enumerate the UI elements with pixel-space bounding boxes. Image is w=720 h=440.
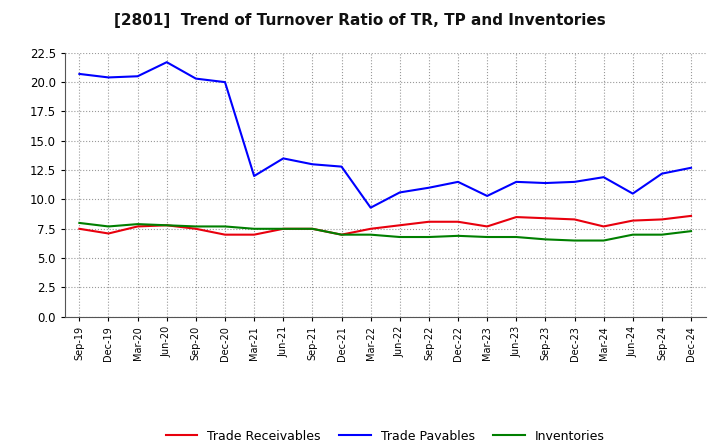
Trade Payables: [657, 171, 666, 176]
Legend: Trade Receivables, Trade Payables, Inventories: Trade Receivables, Trade Payables, Inven…: [161, 425, 610, 440]
Trade Receivables: [570, 217, 579, 222]
Trade Payables: [163, 59, 171, 65]
Trade Receivables: [133, 224, 142, 229]
Trade Payables: [570, 179, 579, 184]
Trade Payables: [599, 175, 608, 180]
Trade Receivables: [75, 226, 84, 231]
Trade Payables: [75, 71, 84, 77]
Trade Receivables: [220, 232, 229, 237]
Line: Trade Payables: Trade Payables: [79, 62, 691, 208]
Trade Payables: [192, 76, 200, 81]
Inventories: [541, 237, 550, 242]
Inventories: [599, 238, 608, 243]
Inventories: [395, 235, 404, 240]
Line: Trade Receivables: Trade Receivables: [79, 216, 691, 235]
Trade Payables: [629, 191, 637, 196]
Trade Receivables: [512, 214, 521, 220]
Inventories: [104, 224, 113, 229]
Inventories: [163, 223, 171, 228]
Inventories: [75, 220, 84, 226]
Inventories: [250, 226, 258, 231]
Trade Payables: [687, 165, 696, 170]
Inventories: [629, 232, 637, 237]
Trade Receivables: [454, 219, 462, 224]
Trade Receivables: [366, 226, 375, 231]
Inventories: [192, 224, 200, 229]
Inventories: [220, 224, 229, 229]
Trade Receivables: [279, 226, 287, 231]
Trade Payables: [279, 156, 287, 161]
Trade Receivables: [104, 231, 113, 236]
Inventories: [308, 226, 317, 231]
Trade Receivables: [192, 226, 200, 231]
Trade Payables: [425, 185, 433, 191]
Trade Payables: [308, 161, 317, 167]
Trade Payables: [337, 164, 346, 169]
Line: Inventories: Inventories: [79, 223, 691, 241]
Trade Payables: [454, 179, 462, 184]
Inventories: [483, 235, 492, 240]
Trade Payables: [250, 173, 258, 179]
Trade Receivables: [657, 217, 666, 222]
Inventories: [133, 221, 142, 227]
Inventories: [279, 226, 287, 231]
Trade Receivables: [687, 213, 696, 219]
Trade Receivables: [425, 219, 433, 224]
Trade Payables: [512, 179, 521, 184]
Inventories: [570, 238, 579, 243]
Trade Receivables: [541, 216, 550, 221]
Text: [2801]  Trend of Turnover Ratio of TR, TP and Inventories: [2801] Trend of Turnover Ratio of TR, TP…: [114, 13, 606, 28]
Trade Payables: [366, 205, 375, 210]
Trade Payables: [541, 180, 550, 186]
Trade Payables: [133, 73, 142, 79]
Trade Payables: [483, 193, 492, 198]
Inventories: [337, 232, 346, 237]
Trade Payables: [104, 75, 113, 80]
Trade Receivables: [483, 224, 492, 229]
Trade Receivables: [629, 218, 637, 223]
Trade Payables: [220, 80, 229, 85]
Inventories: [454, 233, 462, 238]
Trade Receivables: [163, 223, 171, 228]
Trade Payables: [395, 190, 404, 195]
Inventories: [425, 235, 433, 240]
Trade Receivables: [599, 224, 608, 229]
Inventories: [657, 232, 666, 237]
Trade Receivables: [337, 232, 346, 237]
Inventories: [687, 228, 696, 234]
Trade Receivables: [395, 223, 404, 228]
Trade Receivables: [308, 226, 317, 231]
Trade Receivables: [250, 232, 258, 237]
Inventories: [366, 232, 375, 237]
Inventories: [512, 235, 521, 240]
